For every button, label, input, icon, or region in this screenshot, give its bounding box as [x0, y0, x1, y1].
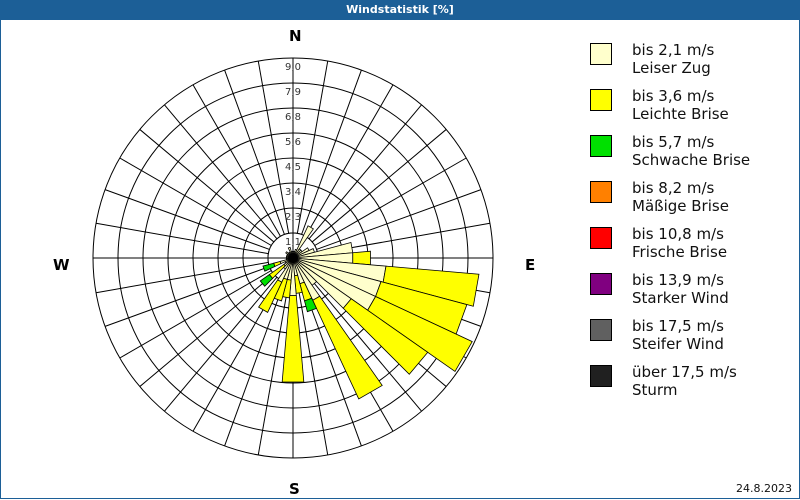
- legend-label: Starker Wind: [632, 289, 729, 307]
- svg-text:2,3: 2,3: [285, 212, 301, 223]
- window-title: Windstatistik [%]: [0, 0, 800, 20]
- legend-label: Leiser Zug: [632, 59, 711, 77]
- legend-range: bis 13,9 m/s: [632, 271, 724, 289]
- legend-swatch: [590, 89, 612, 111]
- legend-label: Mäßige Brise: [632, 197, 729, 215]
- svg-text:3,4: 3,4: [285, 187, 301, 198]
- legend-range: bis 5,7 m/s: [632, 133, 715, 151]
- legend-range: über 17,5 m/s: [632, 363, 737, 381]
- svg-text:5,6: 5,6: [285, 137, 301, 148]
- legend-swatch: [590, 365, 612, 387]
- legend-swatch: [590, 135, 612, 157]
- svg-text:7,9: 7,9: [285, 87, 301, 98]
- legend-label: Schwache Brise: [632, 151, 751, 169]
- svg-text:6,8: 6,8: [285, 112, 301, 123]
- legend-range: bis 10,8 m/s: [632, 225, 724, 243]
- legend-swatch: [590, 181, 612, 203]
- compass-north: N: [289, 27, 302, 45]
- legend-range: bis 2,1 m/s: [632, 41, 715, 59]
- date-label: 24.8.2023: [736, 482, 792, 495]
- legend-range: bis 17,5 m/s: [632, 317, 724, 335]
- legend-swatch: [590, 227, 612, 249]
- svg-text:1,1: 1,1: [285, 237, 301, 248]
- svg-text:9,0: 9,0: [285, 62, 301, 73]
- legend-label: Frische Brise: [632, 243, 728, 261]
- svg-text:4,5: 4,5: [285, 162, 301, 173]
- legend-swatch: [590, 319, 612, 341]
- legend-swatch: [590, 43, 612, 65]
- legend-range: bis 3,6 m/s: [632, 87, 715, 105]
- legend-label: Steifer Wind: [632, 335, 724, 353]
- compass-south: S: [289, 480, 300, 498]
- compass-east: E: [525, 256, 536, 274]
- legend-label: Sturm: [632, 381, 678, 399]
- legend-range: bis 8,2 m/s: [632, 179, 715, 197]
- legend-label: Leichte Brise: [632, 105, 729, 123]
- compass-west: W: [53, 256, 70, 274]
- legend-swatch: [590, 273, 612, 295]
